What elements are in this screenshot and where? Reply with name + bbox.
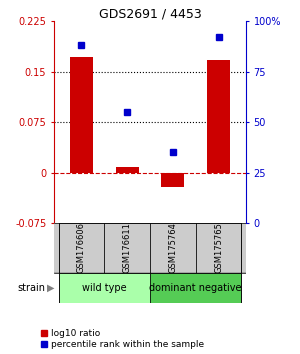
Legend: log10 ratio, percentile rank within the sample: log10 ratio, percentile rank within the …: [40, 329, 205, 349]
Bar: [207, 59, 230, 173]
Bar: [70, 57, 93, 173]
Bar: [150, 273, 242, 303]
Text: ▶: ▶: [47, 282, 55, 293]
Title: GDS2691 / 4453: GDS2691 / 4453: [99, 7, 201, 20]
Text: GSM176606: GSM176606: [77, 222, 86, 273]
Text: strain: strain: [17, 282, 45, 293]
Text: GSM175764: GSM175764: [168, 222, 177, 273]
Bar: [196, 223, 242, 273]
Text: dominant negative: dominant negative: [149, 282, 242, 293]
Text: wild type: wild type: [82, 282, 127, 293]
Bar: [104, 223, 150, 273]
Text: GSM175765: GSM175765: [214, 222, 223, 273]
Bar: [58, 273, 150, 303]
Bar: [150, 223, 196, 273]
Text: GSM176611: GSM176611: [123, 222, 132, 273]
Bar: [161, 173, 184, 187]
Bar: [58, 223, 104, 273]
Bar: [116, 167, 139, 173]
